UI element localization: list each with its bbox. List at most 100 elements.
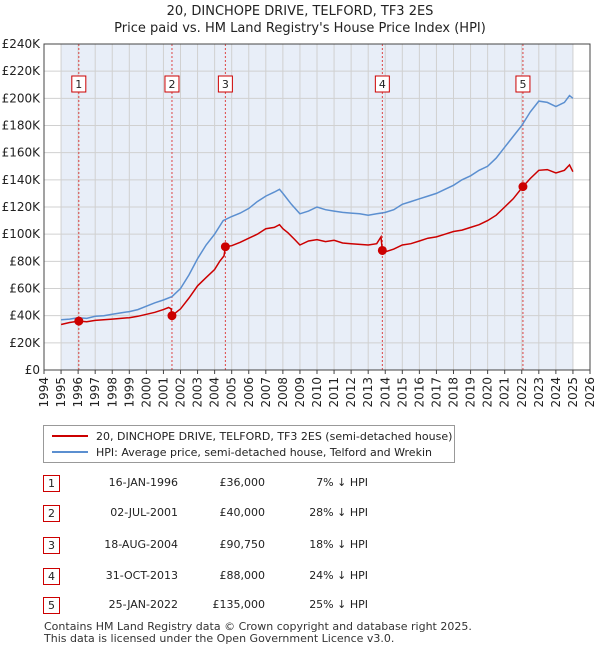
- x-tick-label: 1996: [71, 377, 85, 408]
- table-row: 3 18-AUG-2004 £90,750 18% ↓ HPI: [43, 535, 600, 555]
- x-tick-label: 2000: [139, 377, 153, 408]
- transaction-hpi-diff: 7% ↓ HPI: [316, 476, 368, 489]
- sale-point-marker: [377, 245, 387, 255]
- annotation-label: 3: [222, 78, 229, 91]
- series-line-hpi: [61, 94, 574, 321]
- price-chart: £0 £20K £40K £60K £80K £100K £120K £140K £160K £1…: [2, 37, 597, 408]
- sale-point-marker: [518, 182, 528, 192]
- x-tick-label: 2017: [429, 377, 443, 408]
- transaction-date: 16-JAN-1996: [108, 476, 178, 489]
- x-tick-label: 2025: [566, 377, 580, 408]
- sale-point-marker: [74, 316, 84, 326]
- sale-point-marker: [167, 311, 177, 321]
- x-tick-label: 2024: [549, 377, 563, 408]
- annotation-box: [164, 75, 180, 93]
- x-tick-label: 2014: [378, 377, 392, 408]
- transaction-marker-badge: 1: [43, 475, 60, 492]
- x-tick-label: 2002: [174, 377, 188, 408]
- y-tick-label: £200K: [2, 91, 42, 105]
- x-tick-label: 2022: [515, 377, 529, 408]
- sale-point-marker: [220, 242, 230, 252]
- x-tick-label: 2026: [583, 377, 597, 408]
- y-tick-label: £140K: [2, 173, 42, 187]
- transaction-price: £40,000: [219, 506, 266, 519]
- x-tick-label: 1995: [54, 377, 68, 408]
- y-tick-label: £220K: [2, 64, 42, 78]
- annotation-label: 4: [379, 78, 386, 91]
- x-tick-label: 1997: [88, 377, 102, 408]
- table-row: 5 25-JAN-2022 £135,000 25% ↓ HPI: [43, 595, 600, 615]
- y-tick-label: £40K: [9, 309, 41, 323]
- transaction-price: £88,000: [219, 569, 266, 582]
- y-tick-label: £240K: [2, 37, 42, 51]
- x-tick-label: 2011: [327, 377, 341, 408]
- transaction-hpi-diff: 25% ↓ HPI: [309, 598, 368, 611]
- x-tick-label: 2001: [156, 377, 170, 408]
- annotation-box: [217, 75, 233, 93]
- y-tick-label: £180K: [2, 119, 42, 133]
- transaction-hpi-diff: 28% ↓ HPI: [309, 506, 368, 519]
- x-tick-label: 1998: [105, 377, 119, 408]
- y-tick-label: £100K: [2, 227, 42, 241]
- transaction-price: £135,000: [212, 598, 266, 611]
- series-line-property: [60, 163, 574, 326]
- x-tick-label: 2008: [276, 377, 290, 408]
- annotation-label: 1: [75, 78, 82, 91]
- x-tick-label: 2013: [361, 377, 375, 408]
- x-tick-label: 2015: [395, 377, 409, 408]
- legend-label-property: 20, DINCHOPE DRIVE, TELFORD, TF3 2ES (se…: [96, 429, 453, 443]
- x-tick-label: 2005: [225, 377, 239, 408]
- chart-legend: 20, DINCHOPE DRIVE, TELFORD, TF3 2ES (se…: [43, 425, 455, 463]
- transaction-date: 31-OCT-2013: [105, 569, 178, 582]
- table-row: 4 31-OCT-2013 £88,000 24% ↓ HPI: [43, 566, 600, 586]
- y-tick-label: £60K: [9, 282, 41, 296]
- y-tick-label: £0: [25, 363, 40, 377]
- x-tick-label: 2012: [344, 377, 358, 408]
- transaction-marker-badge: 4: [43, 568, 60, 585]
- legend-swatch-property: [52, 435, 88, 437]
- table-row: 2 02-JUL-2001 £40,000 28% ↓ HPI: [43, 503, 600, 523]
- x-tick-label: 2010: [310, 377, 324, 408]
- table-row: 1 16-JAN-1996 £36,000 7% ↓ HPI: [43, 473, 600, 493]
- footer-copyright: Contains HM Land Registry data © Crown c…: [44, 620, 472, 633]
- chart-subtitle: Price paid vs. HM Land Registry's House …: [114, 21, 486, 36]
- annotation-box: [374, 75, 390, 93]
- transaction-marker-badge: 2: [43, 505, 60, 522]
- annotation-label: 2: [168, 78, 175, 91]
- y-tick-label: £160K: [2, 146, 42, 160]
- y-tick-label: £120K: [2, 200, 42, 214]
- x-tick-label: 2019: [464, 377, 478, 408]
- transaction-marker-badge: 3: [43, 537, 60, 554]
- x-tick-label: 2023: [532, 377, 546, 408]
- x-tick-label: 1999: [122, 377, 136, 408]
- footer-licence: This data is licensed under the Open Gov…: [44, 632, 395, 645]
- x-tick-label: 2018: [447, 377, 461, 408]
- transaction-price: £90,750: [219, 538, 266, 551]
- transaction-hpi-diff: 24% ↓ HPI: [309, 569, 368, 582]
- x-tick-label: 1994: [37, 377, 51, 408]
- y-tick-label: £80K: [9, 254, 41, 268]
- x-tick-label: 2003: [191, 377, 205, 408]
- plot-frame: [43, 43, 591, 371]
- transaction-marker-badge: 5: [43, 597, 60, 614]
- x-tick-label: 2016: [412, 377, 426, 408]
- x-tick-label: 2004: [208, 377, 222, 408]
- transaction-hpi-diff: 18% ↓ HPI: [309, 538, 368, 551]
- chart-title: 20, DINCHOPE DRIVE, TELFORD, TF3 2ES: [166, 4, 434, 19]
- y-tick-label: £20K: [9, 336, 41, 350]
- x-tick-label: 2009: [293, 377, 307, 408]
- x-tick-label: 2020: [481, 377, 495, 408]
- transaction-price: £36,000: [219, 476, 266, 489]
- transaction-date: 25-JAN-2022: [108, 598, 178, 611]
- annotation-label: 5: [519, 78, 526, 91]
- transaction-date: 02-JUL-2001: [110, 506, 178, 519]
- x-tick-label: 2006: [242, 377, 256, 408]
- legend-item-property: 20, DINCHOPE DRIVE, TELFORD, TF3 2ES (se…: [52, 428, 452, 444]
- x-tick-label: 2007: [259, 377, 273, 408]
- annotation-box: [515, 75, 531, 93]
- x-tick-label: 2021: [498, 377, 512, 408]
- annotation-box: [71, 75, 87, 93]
- legend-label-hpi: HPI: Average price, semi-detached house,…: [96, 445, 432, 459]
- legend-item-hpi: HPI: Average price, semi-detached house,…: [52, 444, 432, 460]
- legend-swatch-hpi: [52, 451, 88, 453]
